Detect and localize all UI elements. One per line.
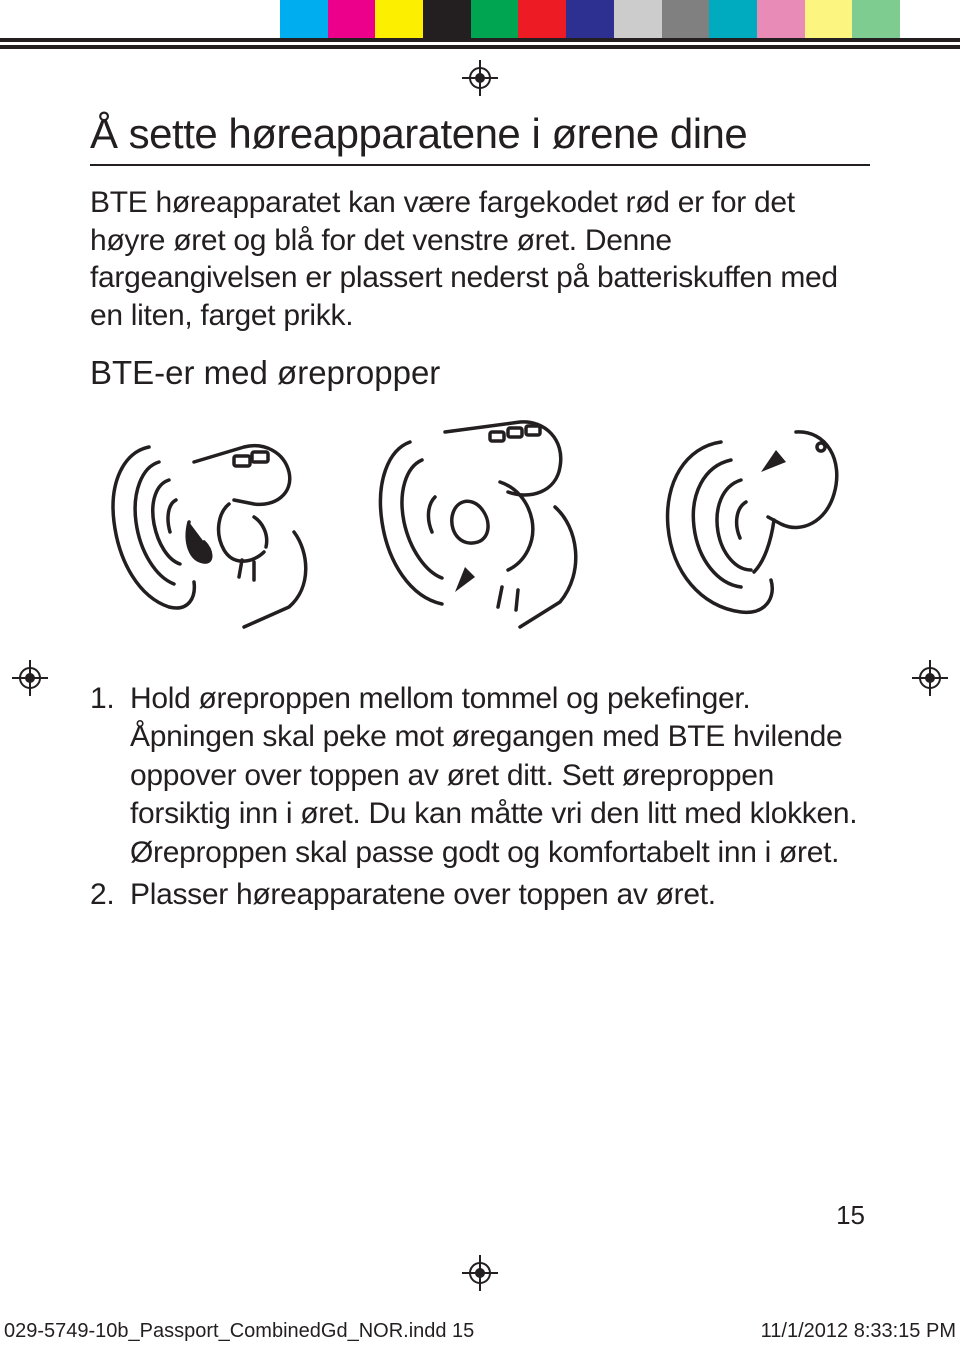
color-swatch bbox=[518, 0, 566, 40]
color-swatch bbox=[757, 0, 805, 40]
color-swatch bbox=[709, 0, 757, 40]
color-swatch bbox=[805, 0, 853, 40]
page-content: Å sette høreapparatene i ørene dine BTE … bbox=[90, 110, 870, 918]
registration-mark-icon bbox=[462, 60, 498, 96]
instruction-list: 1. Hold øreproppen mellom tommel og peke… bbox=[90, 680, 870, 914]
color-swatch bbox=[471, 0, 519, 40]
registration-mark-icon bbox=[12, 660, 48, 696]
color-swatch bbox=[566, 0, 614, 40]
list-text: Hold øreproppen mellom tommel og pekefin… bbox=[130, 680, 870, 872]
color-swatch bbox=[375, 0, 423, 40]
registration-mark-icon bbox=[912, 660, 948, 696]
list-number: 2. bbox=[90, 876, 130, 914]
list-item: 1. Hold øreproppen mellom tommel og peke… bbox=[90, 680, 870, 872]
registration-mark-icon bbox=[462, 1255, 498, 1291]
color-swatch bbox=[280, 0, 328, 40]
slug-timestamp: 11/1/2012 8:33:15 PM bbox=[761, 1320, 956, 1343]
illustration-earmold-press-icon bbox=[356, 412, 604, 632]
page-title: Å sette høreapparatene i ørene dine bbox=[90, 110, 870, 158]
illustration-row bbox=[90, 412, 870, 632]
page-number: 15 bbox=[836, 1200, 865, 1231]
illustration-earmold-insert-icon bbox=[90, 412, 338, 632]
list-number: 1. bbox=[90, 680, 130, 872]
trim-bars bbox=[0, 38, 960, 52]
list-item: 2. Plasser høreapparatene over toppen av… bbox=[90, 876, 870, 914]
title-underline bbox=[90, 164, 870, 166]
section-subtitle: BTE-er med ørepropper bbox=[90, 354, 870, 392]
slug-filename: 029-5749-10b_Passport_CombinedGd_NOR.ind… bbox=[4, 1320, 474, 1343]
illustration-bte-placed-icon bbox=[622, 412, 870, 632]
color-swatch bbox=[662, 0, 710, 40]
color-swatch bbox=[423, 0, 471, 40]
intro-paragraph: BTE høreapparatet kan være fargekodet rø… bbox=[90, 184, 870, 334]
color-swatch bbox=[328, 0, 376, 40]
color-swatch bbox=[852, 0, 900, 40]
color-swatch bbox=[614, 0, 662, 40]
list-text: Plasser høreapparatene over toppen av ør… bbox=[130, 876, 870, 914]
print-slug: 029-5749-10b_Passport_CombinedGd_NOR.ind… bbox=[0, 1320, 960, 1343]
print-color-bar bbox=[280, 0, 900, 40]
